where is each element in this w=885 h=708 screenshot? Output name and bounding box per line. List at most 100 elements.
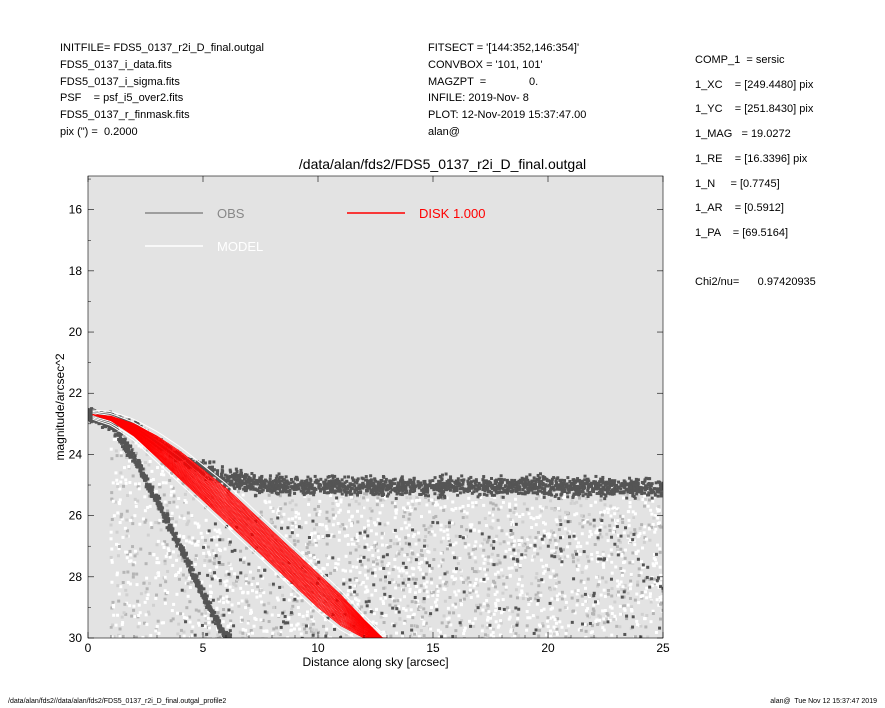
obs-point (419, 492, 423, 496)
obs-point-faint (519, 556, 523, 560)
obs-point-faint (236, 490, 240, 494)
obs-point (106, 411, 110, 415)
obs-point-faint (188, 576, 192, 580)
obs-point-faint (480, 629, 484, 633)
obs-point-faint (434, 514, 438, 518)
obs-point-faint (366, 523, 370, 527)
obs-point-faint (393, 565, 397, 569)
obs-point-faint (653, 558, 657, 562)
obs-point (528, 487, 532, 491)
obs-point (502, 478, 506, 482)
obs-point (343, 485, 347, 489)
obs-point-faint (585, 497, 589, 501)
obs-point-faint (507, 505, 511, 509)
obs-point-faint (319, 589, 323, 593)
obs-point-faint (276, 508, 280, 512)
obs-point-faint (428, 569, 432, 573)
obs-point (426, 490, 430, 494)
obs-point-faint (381, 599, 385, 603)
obs-point (435, 485, 439, 489)
obs-point-faint (448, 519, 452, 523)
obs-point-faint (338, 508, 342, 512)
obs-point-faint (391, 622, 395, 626)
obs-point-faint (138, 522, 142, 526)
obs-point (241, 482, 245, 486)
obs-point-faint (474, 609, 478, 613)
obs-point-faint (626, 591, 630, 595)
obs-point (220, 468, 224, 472)
obs-point-faint (349, 522, 353, 526)
obs-point-faint (430, 581, 434, 585)
obs-point-faint (112, 437, 116, 441)
obs-point-faint (145, 453, 149, 457)
obs-point-faint (482, 602, 486, 606)
obs-point-faint (424, 572, 428, 576)
obs-point (599, 494, 603, 498)
obs-point-faint (645, 596, 649, 600)
obs-point (252, 487, 256, 491)
obs-point (245, 485, 249, 489)
obs-point-faint (149, 521, 153, 525)
obs-point-faint (654, 526, 658, 530)
obs-point-faint (655, 583, 659, 587)
obs-point-faint (573, 501, 577, 505)
obs-point (520, 476, 524, 480)
obs-point-faint (364, 585, 368, 589)
obs-point-faint (476, 583, 480, 587)
obs-point-faint (457, 589, 461, 593)
obs-point-faint (599, 593, 603, 597)
obs-point-faint (290, 499, 294, 503)
obs-point (248, 477, 252, 481)
obs-point-faint (374, 523, 378, 527)
obs-point-faint (120, 475, 124, 479)
obs-point-faint (420, 515, 424, 519)
obs-point-faint (168, 555, 172, 559)
obs-point-faint (352, 494, 356, 498)
obs-point (273, 489, 277, 493)
obs-point-faint (420, 549, 424, 553)
obs-point-faint (110, 606, 114, 610)
obs-point-faint (374, 588, 378, 592)
obs-point-faint (547, 532, 551, 536)
obs-point-faint (499, 505, 503, 509)
obs-point-faint (580, 570, 584, 574)
obs-point-faint (154, 521, 158, 525)
obs-point-faint (295, 599, 299, 603)
obs-point (460, 474, 464, 478)
obs-point-faint (244, 546, 248, 550)
obs-point (381, 475, 385, 479)
obs-point-faint (277, 514, 281, 518)
obs-point-faint (611, 640, 614, 643)
obs-point-faint (317, 536, 321, 540)
obs-point-faint (112, 514, 116, 518)
obs-point-faint (334, 567, 338, 571)
obs-point-faint (203, 624, 207, 628)
obs-point-faint (429, 524, 433, 528)
obs-point-faint (529, 599, 533, 603)
obs-point-faint (497, 507, 501, 511)
obs-point (450, 484, 454, 488)
obs-point (330, 490, 334, 494)
obs-point (484, 479, 488, 483)
obs-point-faint (376, 517, 380, 521)
obs-point-faint (629, 531, 633, 535)
obs-point-faint (585, 623, 589, 627)
obs-point-faint (324, 524, 328, 528)
obs-point-faint (115, 571, 119, 575)
obs-point (301, 491, 305, 495)
obs-point (596, 486, 600, 490)
obs-point-faint (489, 616, 493, 620)
obs-point-faint (479, 544, 483, 548)
obs-point (544, 491, 548, 495)
obs-point-faint (493, 581, 497, 585)
obs-point-faint (480, 578, 484, 582)
obs-point-faint (395, 508, 399, 512)
obs-point-faint (182, 535, 186, 539)
obs-point-faint (185, 523, 189, 527)
obs-point-faint (239, 586, 243, 590)
obs-point (632, 494, 636, 498)
obs-point (252, 477, 256, 481)
obs-point-faint (118, 487, 122, 491)
obs-point-faint (157, 561, 161, 565)
obs-point-faint (117, 547, 121, 551)
